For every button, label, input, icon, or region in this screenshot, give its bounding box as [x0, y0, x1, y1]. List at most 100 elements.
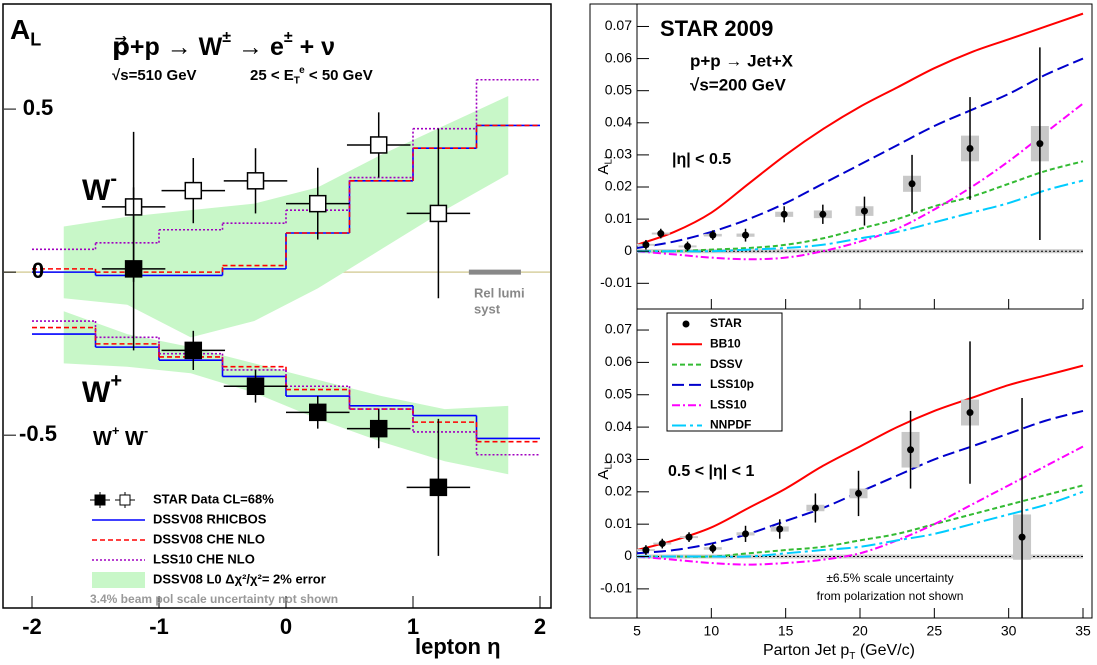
x-axis-label-part: Parton Jet p — [763, 642, 849, 659]
chart-title-part: + ν — [293, 33, 335, 61]
x-tick-label: 10 — [704, 623, 720, 639]
legend-header-part: W — [119, 428, 144, 450]
x-tick-label: 2 — [534, 614, 546, 639]
legend-label: STAR — [710, 316, 742, 330]
legend-label: DSSV08 CHE NLO — [153, 531, 265, 546]
chart-subtitle: p+p → Jet+X — [690, 51, 794, 70]
w-plus-label-part: + — [110, 370, 122, 392]
x-tick-label: 0 — [280, 614, 292, 639]
legend-label: DSSV08 RHICBOS — [153, 511, 267, 526]
data-point — [907, 446, 915, 454]
legend-header-part: - — [144, 423, 148, 438]
theory-curve — [637, 179, 1084, 253]
y-tick-label: 0 — [32, 258, 44, 283]
data-marker — [184, 181, 203, 200]
data-marker — [246, 172, 265, 190]
legend-header-part: + — [112, 423, 120, 438]
x-tick-label: 15 — [778, 623, 794, 639]
chart-title-part: ± — [222, 29, 231, 46]
legend-swatch — [92, 572, 145, 588]
y-tick-label: 0.02 — [605, 178, 632, 194]
x-tick-label: 30 — [1001, 623, 1017, 639]
cut-label-part: 25 < E — [250, 67, 294, 84]
cut-label: 25 < ETe < 50 GeV — [250, 65, 373, 87]
y-axis-label-part: A — [10, 14, 30, 45]
theory-curve — [636, 364, 1084, 552]
theory-curve — [636, 160, 1084, 253]
y-axis-label-part: LL — [603, 458, 614, 470]
y-tick-label: 0 — [624, 547, 632, 563]
energy-label: √s=200 GeV — [690, 75, 786, 94]
y-tick-label: 0.06 — [605, 353, 632, 369]
zero-band — [637, 554, 1083, 559]
w-plus-label: W+ — [82, 370, 122, 409]
y-axis-label: ALL — [595, 458, 614, 480]
y-tick-label: 0.5 — [23, 95, 54, 120]
data-marker — [309, 194, 327, 213]
theory-curve — [636, 12, 1084, 246]
legend-label: NNPDF — [710, 418, 751, 432]
data-point — [642, 546, 650, 554]
data-point — [780, 210, 788, 218]
legend-label: LSS10 — [710, 397, 747, 411]
chart-title-part: p⃗+p → W — [112, 33, 223, 61]
theory-curve — [636, 445, 1084, 566]
w-plus-label-part: W — [82, 376, 111, 409]
y-tick-label: 0.07 — [605, 17, 632, 33]
legend-label: LSS10 CHE NLO — [153, 551, 255, 566]
legend-label: DSSV08 L0 Δχ²/χ²= 2% error — [153, 571, 326, 586]
data-marker — [184, 341, 203, 360]
data-point — [657, 230, 665, 238]
y-tick-label: 0.01 — [605, 210, 632, 226]
y-axis-label: ALL — [595, 153, 614, 175]
note: from polarization not shown — [817, 589, 964, 603]
legend-label: DSSV — [710, 357, 743, 371]
data-point — [709, 231, 717, 239]
data-point — [658, 540, 666, 548]
cut-label-part: T — [294, 75, 300, 86]
y-tick-label: 0.04 — [605, 113, 632, 129]
legend-label: LSS10p — [710, 377, 754, 391]
w-minus-label: W- — [82, 168, 117, 207]
data-point — [642, 241, 650, 249]
x-tick-label: 1 — [407, 614, 419, 639]
x-tick-label: 25 — [927, 623, 943, 639]
y-tick-label: 0.01 — [605, 515, 632, 531]
rel-lumi-label: Rel lumi — [474, 285, 525, 300]
theory-curve — [636, 102, 1084, 261]
y-tick-label: -0.01 — [600, 274, 632, 290]
data-point — [684, 242, 692, 250]
theory-curve — [636, 57, 1084, 249]
y-tick-label: -0.5 — [19, 421, 57, 446]
region-label: 0.5 < |η| < 1 — [668, 463, 754, 480]
y-axis-label: AL — [10, 14, 41, 49]
data-marker — [369, 419, 388, 438]
legend-marker — [119, 494, 131, 506]
w-minus-label-part: W — [82, 174, 111, 207]
y-axis-label-part: A — [595, 165, 612, 175]
y-tick-label: 0.02 — [605, 483, 632, 499]
legend-label: BB10 — [710, 336, 741, 350]
x-tick-label: -2 — [22, 614, 42, 639]
legend-marker — [682, 320, 690, 328]
y-axis-label-part: LL — [603, 153, 614, 165]
w-minus-label-part: - — [110, 168, 117, 190]
y-tick-label: -0.01 — [600, 580, 632, 596]
x-axis-label-part: (GeV/c) — [855, 642, 915, 659]
legend-header: W+ W- — [93, 423, 148, 450]
data-marker — [309, 403, 327, 422]
data-point — [709, 544, 717, 552]
data-point — [1036, 140, 1044, 148]
region-label: |η| < 0.5 — [672, 151, 731, 168]
y-tick-label: 0.05 — [605, 385, 632, 401]
legend-label: STAR Data CL=68% — [153, 491, 274, 506]
chart-title-part: → e — [231, 33, 284, 61]
note: 3.4% beam pol scale uncertainty not show… — [90, 592, 338, 606]
y-tick-label: 0.05 — [605, 81, 632, 97]
x-tick-label: 20 — [852, 623, 868, 639]
theory-curve — [636, 484, 1084, 558]
x-axis-label: lepton η — [415, 634, 501, 659]
y-tick-label: 0.06 — [605, 49, 632, 65]
data-point — [819, 210, 827, 218]
